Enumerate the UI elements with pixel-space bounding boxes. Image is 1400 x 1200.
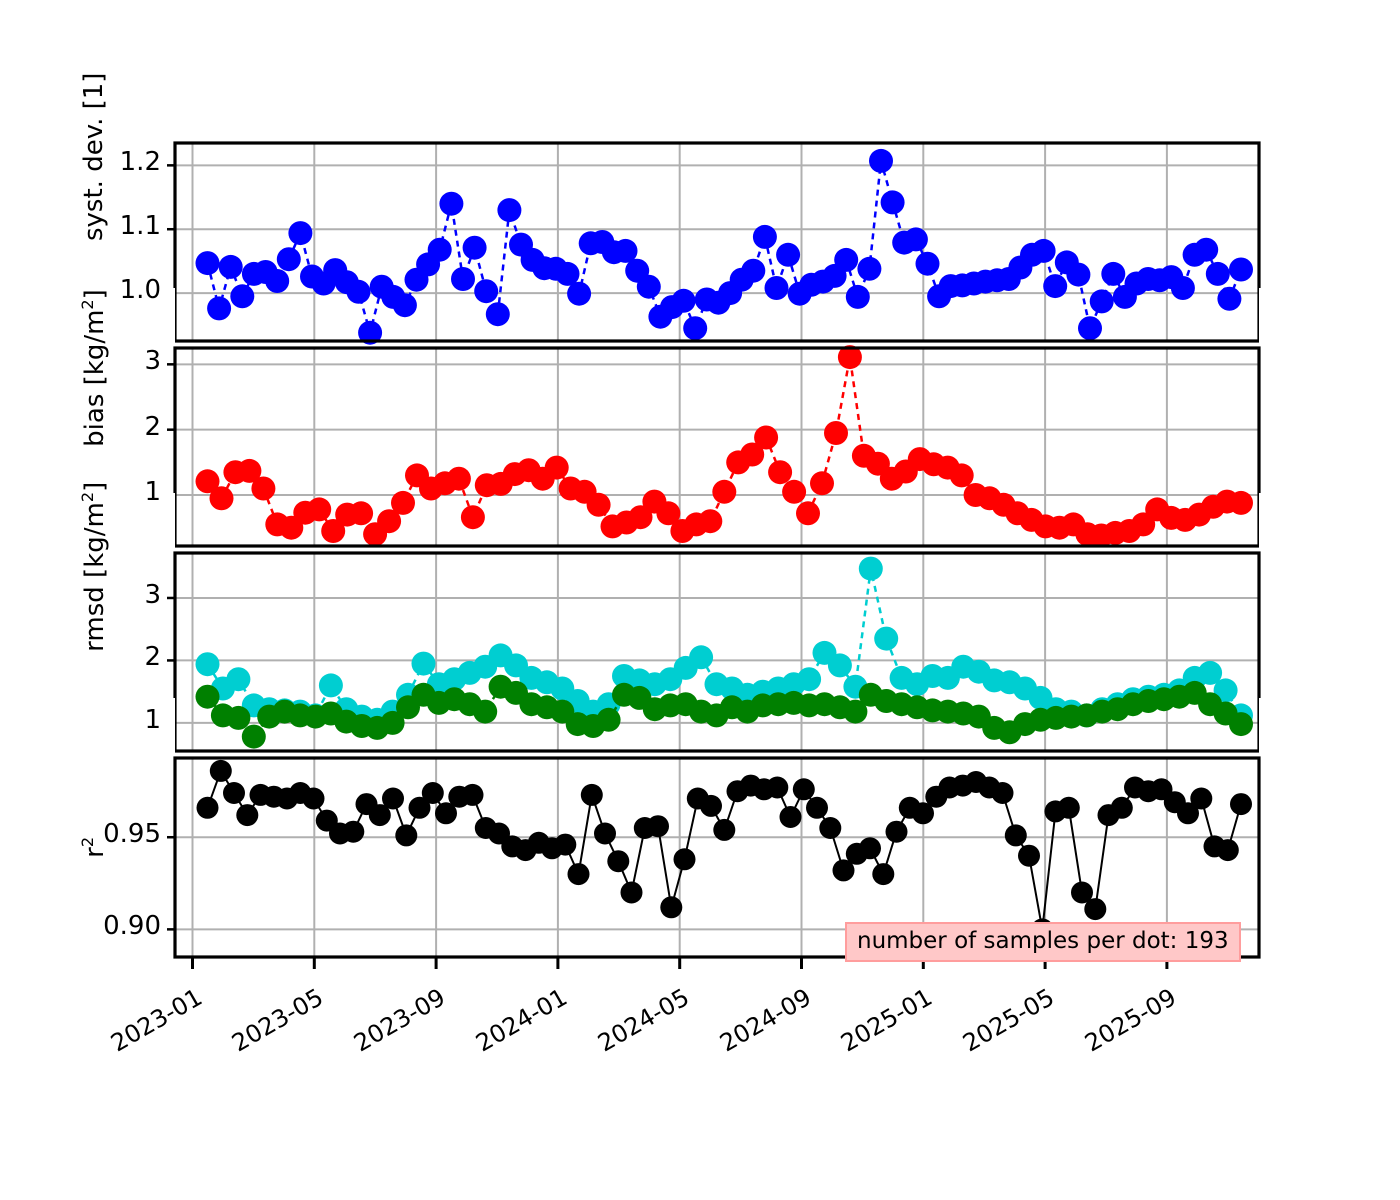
y-tick-label: 0.90 <box>103 911 161 942</box>
y-tick-label: 3 <box>144 346 161 377</box>
y-tick-label: 1.0 <box>119 275 161 306</box>
y-tick-label: 1 <box>144 477 161 508</box>
y-tick-label: 3 <box>144 579 161 610</box>
y-tick-label: 1.2 <box>119 147 161 178</box>
y-tick-label: 2 <box>144 642 161 673</box>
y-tick-label: 1 <box>144 704 161 735</box>
samples-annotation: number of samples per dot: 193 <box>845 922 1241 963</box>
y-tick-label: 1.1 <box>119 211 161 242</box>
y-tick-label: 0.95 <box>103 819 161 850</box>
y-tick-label: 2 <box>144 411 161 442</box>
